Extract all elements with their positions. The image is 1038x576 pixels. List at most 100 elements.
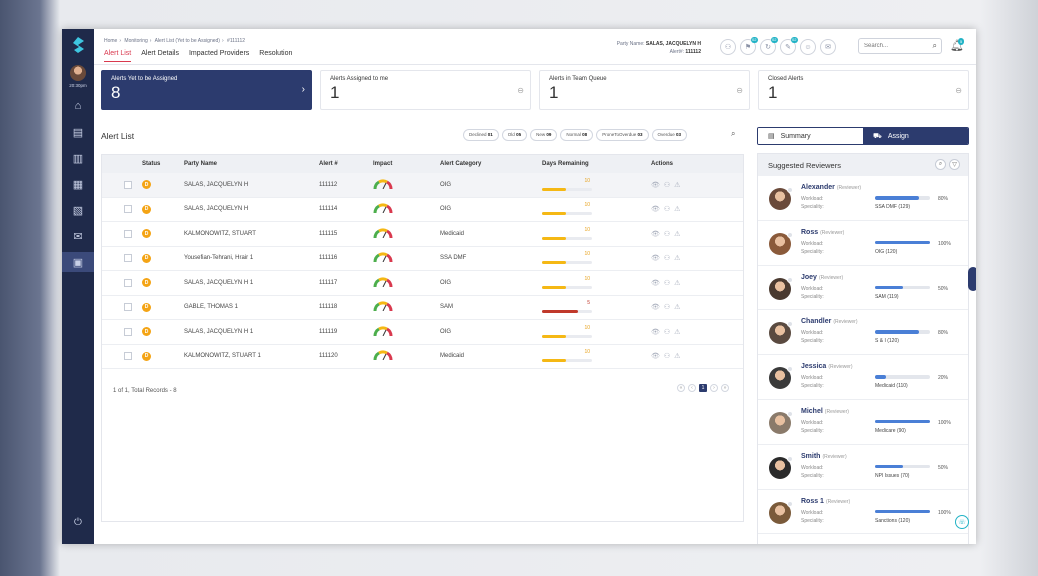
escalate-icon[interactable]: ⚠︎ [674, 181, 681, 189]
escalate-icon[interactable]: ⚠︎ [674, 353, 681, 361]
col-party-name[interactable]: Party Name [184, 161, 218, 167]
table-row[interactable]: D SALAS, JACQUELYN H 1 111119 OIG 10 👁︎ … [102, 320, 743, 345]
filter-icon[interactable]: ▽ [949, 159, 960, 170]
summary-card[interactable]: Alerts Yet to be Assigned 8 › [101, 70, 312, 110]
table-search-icon[interactable]: ⌕ [731, 129, 736, 138]
table-row[interactable]: D KALMONOWITZ, STUART 1 111120 Medicaid … [102, 345, 743, 369]
reviewer-item[interactable]: Chandler (Reviewer) Workload: Speciality:… [758, 310, 968, 356]
home-icon[interactable]: ⌂ [74, 100, 82, 112]
row-checkbox[interactable] [124, 205, 132, 214]
tab-alert-list[interactable]: Alert List [104, 50, 132, 62]
tab-impacted-providers[interactable]: Impacted Providers [188, 50, 250, 57]
tab-assign[interactable]: ⛟ Assign [863, 128, 968, 144]
table-row[interactable]: D SALAS, JACQUELYN H 1 111117 OIG 10 👁︎ … [102, 271, 743, 296]
row-checkbox[interactable] [124, 180, 132, 189]
party-name[interactable]: KALMONOWITZ, STUART [184, 230, 256, 237]
view-icon[interactable]: 👁︎ [651, 279, 660, 287]
page-1-button[interactable]: 1 [699, 384, 707, 392]
alerts-icon[interactable]: ▣ [62, 252, 94, 272]
filter-chip[interactable]: Overdue 03 [651, 129, 688, 141]
reviewer-item[interactable]: Alexander (Reviewer) Workload: Speciality… [758, 176, 968, 221]
table-row[interactable]: D SALAS, JACQUELYN H 111114 OIG 10 👁︎ ⚇ … [102, 198, 743, 222]
arrow-icon[interactable]: › [301, 84, 305, 95]
bell-icon[interactable]: 🔔︎ 5 [950, 38, 965, 52]
row-checkbox[interactable] [124, 278, 132, 287]
panel-toggle-handle[interactable] [968, 267, 976, 291]
search-input[interactable] [864, 43, 926, 49]
clipboard-icon[interactable]: ▤ [72, 126, 84, 139]
arrow-icon[interactable]: ⊖ [955, 86, 962, 95]
logo-icon[interactable] [69, 36, 87, 54]
pager-nav-button[interactable]: » [721, 384, 729, 392]
summary-card[interactable]: Closed Alerts 1 ⊖ [758, 70, 969, 110]
escalate-icon[interactable]: ⚠︎ [674, 304, 681, 312]
table-row[interactable]: D SALAS, JACQUELYN H 111112 OIG 10 👁︎ ⚇ … [102, 173, 743, 198]
view-icon[interactable]: 👁︎ [651, 230, 660, 238]
pager-nav-button[interactable]: « [677, 384, 685, 392]
breadcrumb-alert-list[interactable]: Alert List (Yet to be Assigned) [154, 38, 220, 44]
escalate-icon[interactable]: ⚠︎ [674, 230, 681, 238]
party-name[interactable]: GABLE, THOMAS 1 [184, 304, 238, 311]
building-icon[interactable]: ▥ [72, 152, 84, 165]
col-status[interactable]: Status [142, 161, 161, 167]
arrow-icon[interactable]: ⊖ [736, 86, 743, 95]
reviewer-search-icon[interactable]: ⌕ [935, 159, 946, 170]
view-icon[interactable]: 👁︎ [651, 328, 660, 336]
arrow-icon[interactable]: ⊖ [517, 86, 524, 95]
reviewer-item[interactable]: Ross (Reviewer) Workload: Speciality: 100… [758, 221, 968, 266]
reviewer-item[interactable]: Smith (Reviewer) Workload: Speciality: 50… [758, 445, 968, 490]
col-alert-category[interactable]: Alert Category [440, 161, 482, 167]
assign-user-icon[interactable]: ⚇ [663, 279, 671, 287]
escalate-icon[interactable]: ⚠︎ [674, 279, 681, 287]
row-checkbox[interactable] [124, 327, 132, 336]
filter-chip[interactable]: New 09 [530, 129, 558, 141]
reviewer-item[interactable]: Jessica (Reviewer) Workload: Speciality: … [758, 355, 968, 400]
party-name[interactable]: SALAS, JACQUELYN H 1 [184, 279, 254, 286]
summary-card[interactable]: Alerts in Team Queue 1 ⊖ [539, 70, 750, 110]
party-name[interactable]: SALAS, JACQUELYN H [184, 181, 249, 188]
assign-user-icon[interactable]: ⚇ [663, 230, 671, 238]
refresh-icon[interactable]: ↻ 02 [760, 37, 778, 55]
attachment-icon[interactable]: ✎ 02 [780, 37, 798, 55]
assign-user-icon[interactable]: ⚇ [663, 353, 671, 361]
comment-icon[interactable]: ☺ [800, 39, 816, 55]
tab-resolution[interactable]: Resolution [259, 50, 293, 57]
party-name[interactable]: Yousefian-Tehrani, Hrair 1 [184, 255, 254, 262]
table-row[interactable]: D GABLE, THOMAS 1 111118 SAM 5 👁︎ ⚇ ⚠︎ [102, 296, 743, 320]
reviewer-item[interactable]: Ross 1 (Reviewer) Workload: Speciality: 1… [758, 490, 968, 535]
row-checkbox[interactable] [124, 303, 132, 312]
power-icon[interactable]: ⏻ [74, 517, 82, 528]
party-name[interactable]: SALAS, JACQUELYN H 1 [184, 328, 254, 335]
mail-icon[interactable]: ✉ [73, 230, 83, 243]
filter-chip[interactable]: ProneToOverdue 03 [596, 129, 649, 141]
row-checkbox[interactable] [124, 229, 132, 238]
party-name[interactable]: SALAS, JACQUELYN H [184, 206, 249, 213]
assign-user-icon[interactable]: ⚇ [663, 206, 671, 214]
summary-card[interactable]: Alerts Assigned to me 1 ⊖ [320, 70, 531, 110]
view-icon[interactable]: 👁︎ [651, 181, 660, 189]
assign-user-icon[interactable]: ⚇ [663, 328, 671, 336]
escalate-icon[interactable]: ⚠︎ [674, 255, 681, 263]
tab-summary[interactable]: ▤ Summary [758, 128, 863, 144]
flag-icon[interactable]: ⚑ 02 [740, 37, 758, 55]
escalate-icon[interactable]: ⚠︎ [674, 206, 681, 214]
filter-chip[interactable]: Old 05 [501, 129, 528, 141]
party-name[interactable]: KALMONOWITZ, STUART 1 [184, 353, 261, 360]
email-icon[interactable]: ✉ [820, 39, 836, 55]
user-avatar[interactable] [70, 65, 86, 81]
row-checkbox[interactable] [124, 352, 132, 361]
breadcrumb-home[interactable]: Home [104, 38, 118, 44]
view-icon[interactable]: 👁︎ [651, 206, 660, 214]
escalate-icon[interactable]: ⚠︎ [674, 328, 681, 336]
table-row[interactable]: D Yousefian-Tehrani, Hrair 1 111116 SSA … [102, 247, 743, 271]
assign-user-icon[interactable]: ⚇ [663, 304, 671, 312]
document-icon[interactable]: ▦ [72, 178, 84, 191]
filter-chip[interactable]: Normal 08 [560, 129, 594, 141]
assign-user-icon[interactable]: ⚇ [663, 181, 671, 189]
assign-user-icon[interactable]: ⚇ [663, 255, 671, 263]
pager-nav-button[interactable]: › [710, 384, 718, 392]
search-icon[interactable]: ⌕ [932, 41, 937, 50]
col-alert-number[interactable]: Alert # [319, 161, 338, 167]
reviewer-item[interactable]: Joey (Reviewer) Workload: Speciality: 50%… [758, 266, 968, 311]
pager-nav-button[interactable]: ‹ [688, 384, 696, 392]
